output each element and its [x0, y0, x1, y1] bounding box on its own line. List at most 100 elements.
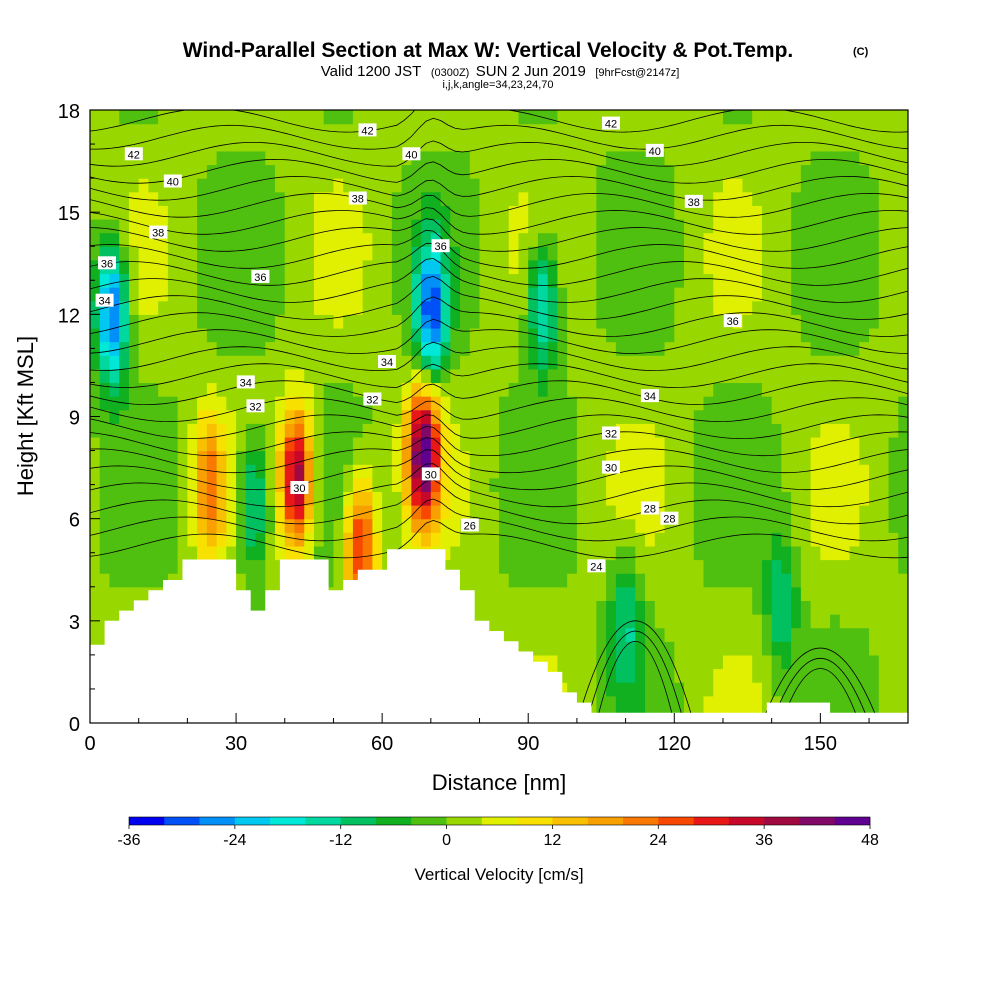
velocity-cell: [830, 164, 841, 179]
velocity-cell: [304, 123, 315, 138]
velocity-cell: [771, 477, 783, 493]
velocity-cell: [167, 123, 179, 138]
velocity-cell: [586, 491, 597, 506]
velocity-cell: [430, 205, 442, 220]
velocity-cell: [839, 205, 851, 220]
velocity-cell: [752, 695, 763, 710]
velocity-cell: [119, 355, 130, 370]
velocity-cell: [528, 532, 539, 547]
velocity-cell: [499, 477, 510, 493]
velocity-cell: [128, 586, 140, 601]
velocity-cell: [800, 396, 812, 411]
velocity-cell: [479, 300, 490, 315]
velocity-cell: [187, 300, 198, 315]
velocity-cell: [878, 682, 890, 697]
velocity-cell: [333, 314, 344, 329]
velocity-cell: [703, 654, 714, 670]
velocity-cell: [284, 436, 296, 452]
velocity-cell: [547, 436, 559, 452]
x-tick-label: 0: [84, 733, 95, 755]
velocity-cell: [333, 423, 344, 438]
velocity-cell: [479, 505, 490, 520]
velocity-cell: [625, 164, 636, 179]
velocity-cell: [372, 218, 383, 234]
velocity-cell: [586, 355, 597, 370]
velocity-cell: [158, 150, 169, 166]
velocity-cell: [362, 300, 374, 315]
velocity-cell: [479, 586, 490, 601]
velocity-cell: [284, 409, 296, 424]
velocity-cell: [206, 382, 218, 397]
velocity-cell: [869, 259, 880, 275]
velocity-cell: [596, 586, 607, 601]
velocity-cell: [138, 246, 150, 261]
velocity-cell: [411, 232, 422, 247]
velocity-cell: [391, 164, 403, 179]
velocity-cell: [421, 436, 432, 452]
velocity-cell: [479, 341, 490, 356]
velocity-cell: [674, 627, 685, 642]
velocity-cell: [810, 545, 821, 561]
velocity-cell: [372, 110, 383, 125]
velocity-cell: [265, 178, 276, 193]
velocity-cell: [849, 178, 860, 193]
velocity-cell: [362, 464, 374, 479]
velocity-cell: [275, 178, 286, 193]
velocity-cell: [304, 300, 315, 315]
velocity-cell: [849, 641, 860, 656]
velocity-cell: [849, 477, 860, 493]
velocity-cell: [713, 559, 724, 574]
velocity-cell: [567, 382, 578, 397]
velocity-cell: [674, 123, 685, 138]
velocity-cell: [372, 491, 383, 506]
velocity-cell: [664, 573, 675, 588]
velocity-cell: [430, 423, 442, 438]
velocity-cell: [878, 218, 890, 234]
velocity-cell: [732, 287, 744, 302]
velocity-cell: [849, 355, 860, 370]
velocity-cell: [625, 287, 636, 302]
velocity-cell: [245, 573, 257, 588]
velocity-cell: [732, 382, 744, 397]
velocity-cell: [878, 654, 890, 670]
velocity-cell: [323, 409, 335, 424]
velocity-cell: [869, 614, 880, 629]
velocity-cell: [430, 505, 442, 520]
velocity-cell: [830, 477, 841, 493]
velocity-cell: [576, 300, 588, 315]
velocity-cell: [800, 423, 812, 438]
velocity-cell: [148, 273, 159, 288]
velocity-cell: [869, 682, 880, 697]
theta-contour: [90, 449, 908, 491]
velocity-cell: [586, 368, 597, 384]
velocity-cell: [781, 627, 792, 642]
velocity-cell: [596, 178, 607, 193]
velocity-cell: [430, 436, 442, 452]
velocity-cell: [869, 300, 880, 315]
velocity-cell: [430, 450, 442, 465]
velocity-cell: [615, 232, 627, 247]
velocity-cell: [245, 327, 257, 343]
velocity-cell: [557, 382, 568, 397]
velocity-cell: [138, 532, 150, 547]
velocity-cell: [333, 341, 344, 356]
velocity-cell: [547, 327, 559, 343]
velocity-cell: [508, 518, 520, 533]
velocity-cell: [440, 137, 451, 152]
velocity-cell: [654, 300, 666, 315]
velocity-cell: [469, 423, 481, 438]
velocity-cell: [167, 355, 179, 370]
velocity-cell: [128, 246, 140, 261]
velocity-cell: [245, 287, 257, 302]
velocity-cell: [615, 559, 627, 574]
velocity-cell: [869, 341, 880, 356]
velocity-cell: [275, 396, 286, 411]
velocity-cell: [615, 477, 627, 493]
velocity-cell: [732, 614, 744, 629]
velocity-cell: [654, 341, 666, 356]
velocity-cell: [722, 641, 734, 656]
velocity-cell: [343, 436, 354, 452]
velocity-cell: [294, 464, 305, 479]
velocity-cell: [752, 450, 763, 465]
theta-contour-label: 26: [460, 518, 479, 533]
